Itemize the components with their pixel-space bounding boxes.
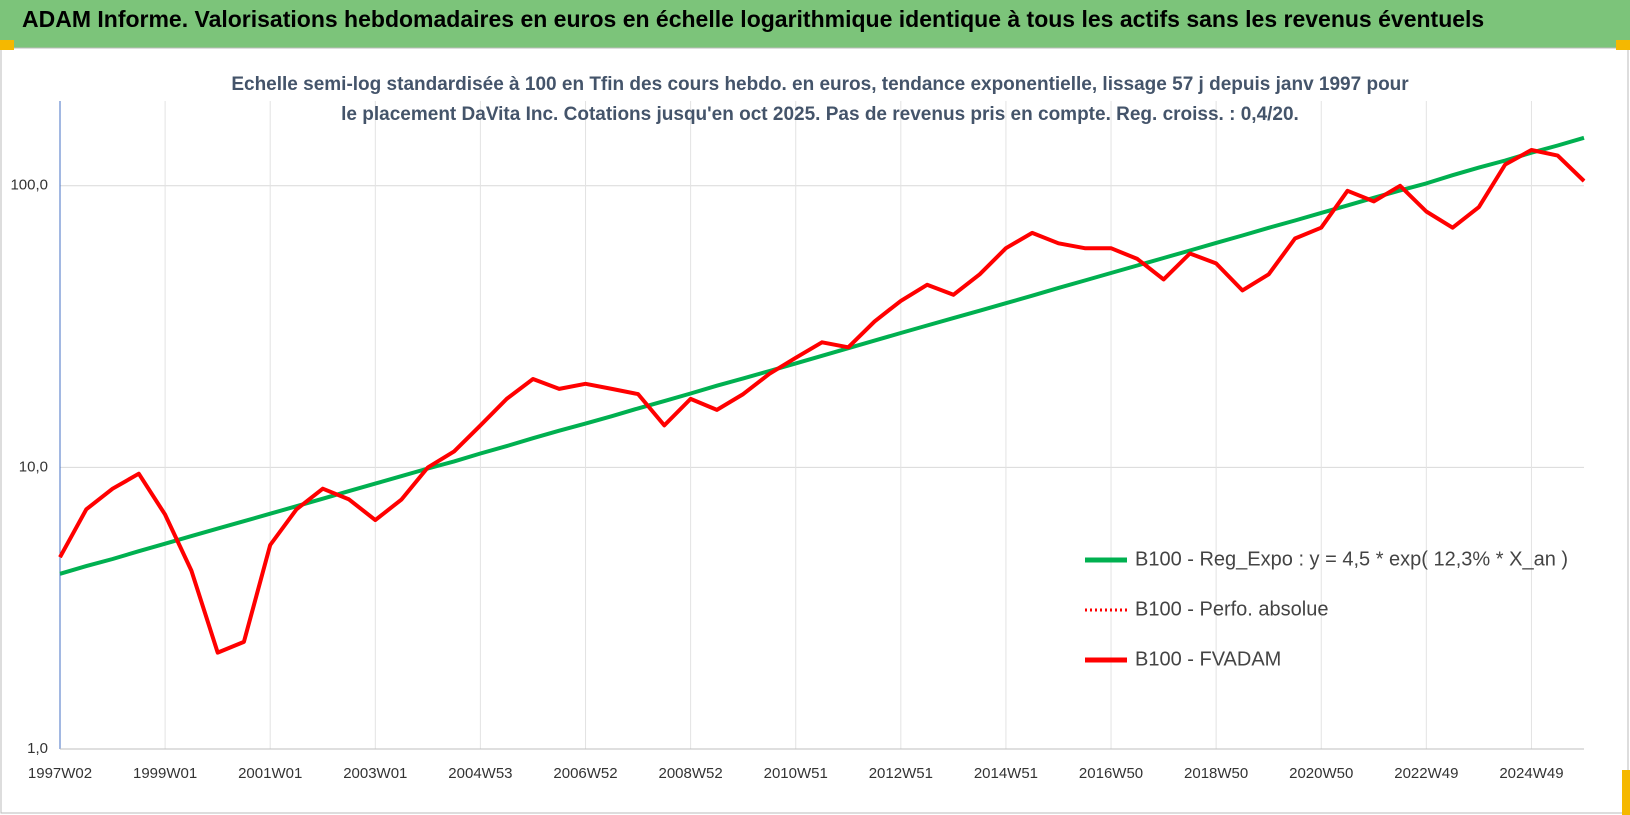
legend-label: B100 - FVADAM xyxy=(1135,648,1281,670)
x-tick-label: 2020W50 xyxy=(1289,765,1353,782)
x-tick-label: 2001W01 xyxy=(238,765,302,782)
x-tick-label: 2024W49 xyxy=(1499,765,1563,782)
x-tick-label: 2018W50 xyxy=(1184,765,1248,782)
legend-label: B100 - Reg_Expo : y = 4,5 * exp( 12,3% *… xyxy=(1135,548,1568,570)
x-tick-label: 2003W01 xyxy=(343,765,407,782)
legend-label: B100 - Perfo. absolue xyxy=(1135,598,1328,620)
corner xyxy=(0,40,14,50)
series-line xyxy=(59,135,1585,576)
banner-title: ADAM Informe. Valorisations hebdomadaire… xyxy=(0,0,1630,48)
x-tick-label: 2014W51 xyxy=(974,765,1038,782)
y-tick-label: 10,0 xyxy=(19,458,48,475)
corner xyxy=(1616,40,1630,50)
series-line xyxy=(58,148,1586,655)
x-tick-label: 1999W01 xyxy=(133,765,197,782)
x-tick-label: 1997W02 xyxy=(28,765,92,782)
x-tick-label: 2008W52 xyxy=(659,765,723,782)
x-tick-label: 2016W50 xyxy=(1079,765,1143,782)
y-tick-label: 100,0 xyxy=(10,177,48,194)
series-line xyxy=(58,148,1586,655)
x-tick-label: 2010W51 xyxy=(764,765,828,782)
x-tick-label: 2004W53 xyxy=(448,765,512,782)
y-tick-label: 1,0 xyxy=(27,740,48,757)
frame xyxy=(0,47,1629,814)
x-tick-label: 2012W51 xyxy=(869,765,933,782)
chart-title: Echelle semi-log standardisée à 100 en T… xyxy=(231,74,1409,125)
x-tick-label: 2006W52 xyxy=(553,765,617,782)
corner xyxy=(1622,770,1630,815)
x-tick-label: 2022W49 xyxy=(1394,765,1458,782)
